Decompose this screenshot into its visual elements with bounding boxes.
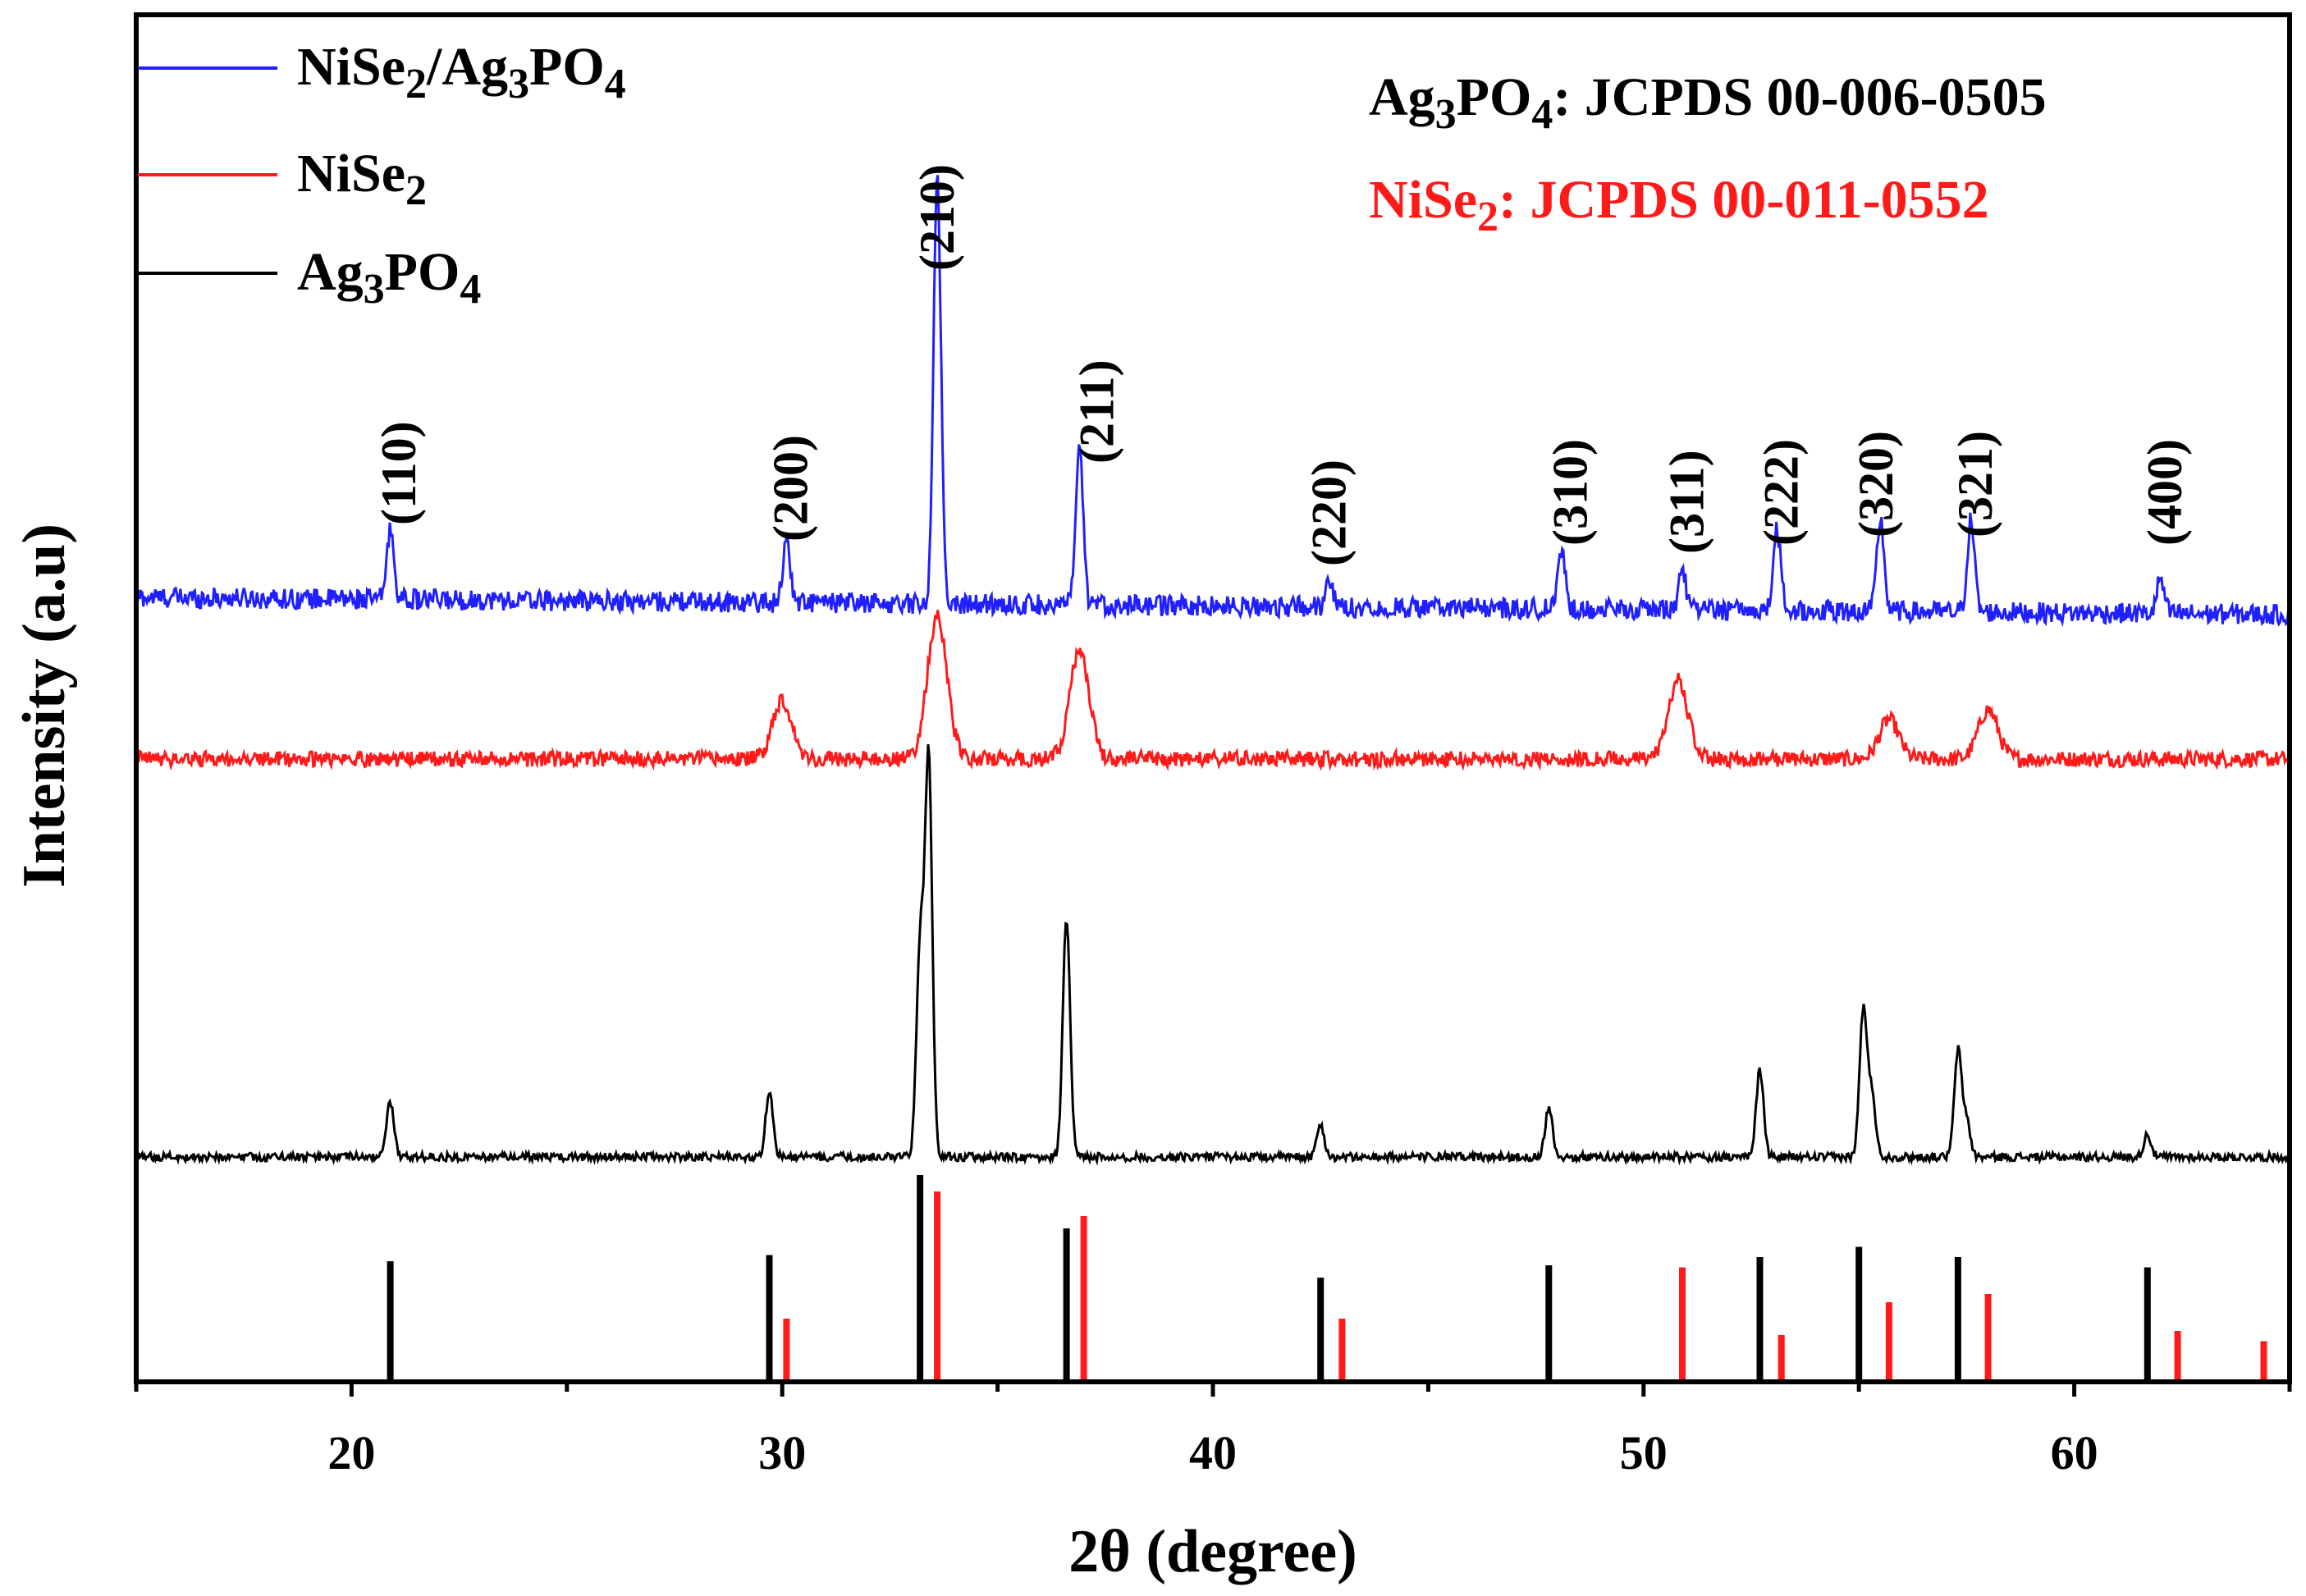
series-lines bbox=[135, 175, 2291, 1166]
x-axis-title: 2θ (degree) bbox=[1068, 1518, 1357, 1585]
hkl-label-1: (200) bbox=[764, 435, 818, 542]
hkl-label-9: (321) bbox=[1948, 431, 2002, 537]
reference-lines bbox=[387, 1175, 2267, 1380]
hkl-label-7: (222) bbox=[1755, 439, 1809, 546]
hkl-label-10: (400) bbox=[2138, 439, 2192, 546]
ref-note-NiSe2: NiSe2: JCPDS 00-011-0552 bbox=[1369, 170, 1989, 240]
legend-label-2: Ag3PO4 bbox=[297, 242, 481, 313]
series-line-1 bbox=[135, 610, 2290, 771]
x-tick-label-30: 30 bbox=[758, 1426, 806, 1479]
hkl-label-3: (211) bbox=[1069, 359, 1123, 464]
legend-label-1: NiSe2 bbox=[297, 144, 427, 214]
x-axis-ticks: 20 30 40 50 60 bbox=[134, 1382, 2292, 1479]
x-tick-label-50: 50 bbox=[1620, 1426, 1668, 1479]
x-tick-label-20: 20 bbox=[327, 1426, 375, 1479]
hkl-label-4: (220) bbox=[1302, 460, 1357, 566]
hkl-label-5: (310) bbox=[1544, 439, 1598, 546]
hkl-label-0: (110) bbox=[372, 421, 426, 525]
hkl-label-8: (320) bbox=[1849, 431, 1903, 537]
x-tick-label-60: 60 bbox=[2051, 1426, 2098, 1479]
x-tick-label-40: 40 bbox=[1189, 1426, 1237, 1479]
legend-label-0: NiSe2/Ag3PO4 bbox=[297, 37, 626, 107]
series-line-0 bbox=[135, 175, 2291, 628]
reference-notes: Ag3PO4: JCPDS 00-006-0505 NiSe2: JCPDS 00… bbox=[1369, 67, 2047, 240]
hkl-label-6: (311) bbox=[1659, 450, 1713, 554]
hkl-label-2: (210) bbox=[910, 164, 964, 271]
series-line-2 bbox=[135, 743, 2290, 1166]
legend: NiSe2/Ag3PO4 NiSe2 Ag3PO4 bbox=[138, 37, 626, 313]
y-axis-title: Intensity (a.u) bbox=[11, 524, 78, 888]
hkl-labels: (110) (200) (210) (211) (220) (310) (311) (222)… bbox=[372, 164, 2192, 566]
ref-note-Ag3PO4: Ag3PO4: JCPDS 00-006-0505 bbox=[1369, 67, 2047, 138]
